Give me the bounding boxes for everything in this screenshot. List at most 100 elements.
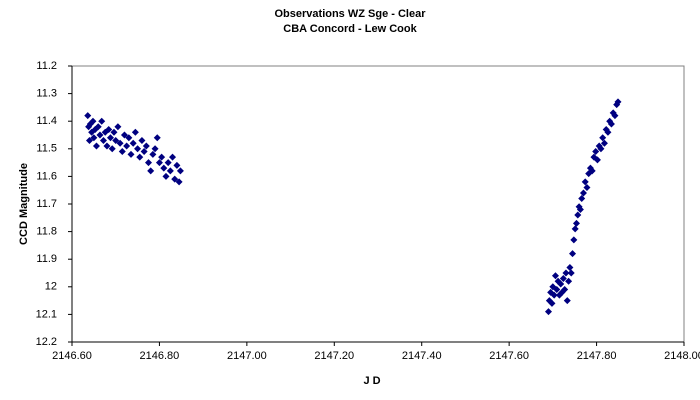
x-tick-label: 2146.60 <box>52 350 92 362</box>
data-point <box>98 117 106 125</box>
data-point <box>131 128 139 136</box>
data-point <box>597 145 605 153</box>
data-point <box>570 236 578 244</box>
data-point <box>85 137 93 145</box>
data-point <box>149 150 157 158</box>
data-point <box>578 194 586 202</box>
data-point <box>92 142 100 150</box>
data-point <box>599 134 607 142</box>
data-point <box>166 167 174 175</box>
data-point <box>114 123 122 131</box>
data-point <box>103 142 111 150</box>
y-tick-label: 11.4 <box>36 115 57 127</box>
data-point <box>173 161 181 169</box>
x-axis-title: J D <box>363 375 380 387</box>
y-tick-label: 11.2 <box>36 60 57 72</box>
data-point <box>160 164 168 172</box>
x-tick-label: 2147.40 <box>402 350 442 362</box>
data-point <box>581 178 589 186</box>
data-point <box>158 153 166 161</box>
data-point <box>592 148 600 156</box>
data-point <box>544 308 552 316</box>
data-point <box>583 183 591 191</box>
x-tick-label: 2146.80 <box>140 350 180 362</box>
chart-title: Observations WZ Sge - Clear <box>275 8 427 20</box>
chart-subtitle: CBA Concord - Lew Cook <box>283 23 417 35</box>
data-point <box>561 286 569 294</box>
data-point <box>118 148 126 156</box>
data-point <box>579 189 587 197</box>
y-tick-label: 12.1 <box>36 308 57 320</box>
data-point <box>129 139 137 147</box>
data-point <box>138 137 146 145</box>
data-point <box>169 153 177 161</box>
data-point <box>106 134 114 142</box>
data-point <box>576 206 584 214</box>
data-point <box>565 277 573 285</box>
data-point <box>569 250 577 258</box>
data-point <box>136 153 144 161</box>
data-point <box>559 275 567 283</box>
data-point <box>571 225 579 233</box>
data-point <box>90 134 98 142</box>
data-point <box>588 167 596 175</box>
data-point <box>164 159 172 167</box>
y-tick-label: 11.8 <box>36 226 57 238</box>
data-point <box>567 269 575 277</box>
data-point <box>96 131 104 139</box>
data-point <box>176 167 184 175</box>
y-tick-label: 11.3 <box>36 88 57 100</box>
data-point <box>557 280 565 288</box>
data-point <box>614 98 622 106</box>
data-point <box>123 142 131 150</box>
data-point <box>563 297 571 305</box>
data-point <box>89 117 97 125</box>
data-point <box>550 291 558 299</box>
data-point <box>125 134 133 142</box>
data-point <box>604 128 612 136</box>
data-point <box>147 167 155 175</box>
data-point <box>551 272 559 280</box>
data-point <box>127 150 135 158</box>
data-point <box>566 263 574 271</box>
data-point <box>108 145 116 153</box>
data-point <box>120 131 128 139</box>
data-point <box>572 219 580 227</box>
y-tick-label: 11.5 <box>36 143 57 155</box>
y-tick-label: 12.2 <box>36 336 57 348</box>
data-point <box>562 269 570 277</box>
data-point <box>142 142 150 150</box>
data-point <box>553 286 561 294</box>
data-point <box>99 137 107 145</box>
data-point <box>155 159 163 167</box>
y-tick-label: 11.6 <box>36 170 57 182</box>
data-point <box>175 178 183 186</box>
data-point <box>116 139 124 147</box>
x-tick-label: 2147.60 <box>489 350 529 362</box>
data-point <box>134 145 142 153</box>
x-tick-label: 2147.80 <box>577 350 617 362</box>
data-point <box>153 134 161 142</box>
x-tick-label: 2148.00 <box>664 350 700 362</box>
data-point <box>105 125 113 133</box>
x-tick-label: 2147.20 <box>314 350 354 362</box>
data-point <box>145 159 152 167</box>
data-point <box>94 123 102 131</box>
data-point <box>611 112 619 120</box>
y-tick-label: 11.9 <box>36 253 57 265</box>
data-point <box>140 148 148 156</box>
data-point <box>600 139 608 147</box>
data-point <box>110 128 118 136</box>
data-point <box>548 299 556 307</box>
data-point <box>151 145 159 153</box>
y-tick-label: 11.7 <box>36 198 57 210</box>
data-point <box>607 120 615 128</box>
data-point <box>574 211 582 219</box>
data-point <box>162 172 170 180</box>
data-point <box>171 175 179 183</box>
data-point <box>593 156 601 164</box>
data-point <box>112 137 120 145</box>
data-point <box>84 112 92 120</box>
